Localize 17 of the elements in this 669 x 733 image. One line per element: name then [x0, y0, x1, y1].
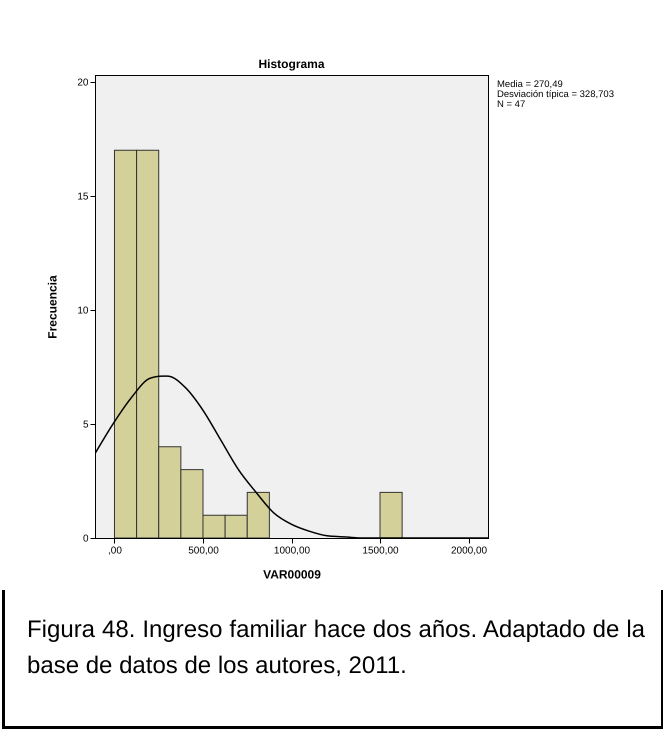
y-tick-label: 0	[82, 534, 89, 544]
y-tick-label: 10	[77, 305, 89, 316]
y-tick-label: 5	[82, 419, 89, 430]
x-axis-title: VAR00009	[263, 568, 322, 582]
y-tick-label: 15	[77, 191, 89, 202]
y-axis-title: Frecuencia	[45, 275, 60, 339]
text: Figura 48. Ingreso familiar hace dos años. Adaptado de la base de datos de los autores, 2011.	[27, 615, 645, 681]
text: Desviación típica = 328,703	[497, 89, 614, 100]
x-tick-label: 500,00	[188, 546, 220, 556]
chart-title: Histograma	[258, 57, 325, 71]
y-tick-label: 20	[77, 77, 89, 88]
x-tick-label: ,00	[108, 546, 122, 556]
text: N = 47	[497, 99, 526, 110]
x-tick-label: 1000,00	[274, 546, 311, 556]
x-tick-label: 2000,00	[450, 546, 488, 556]
text: Media = 270,49	[497, 79, 563, 90]
x-tick-label: 1500,00	[362, 546, 400, 556]
